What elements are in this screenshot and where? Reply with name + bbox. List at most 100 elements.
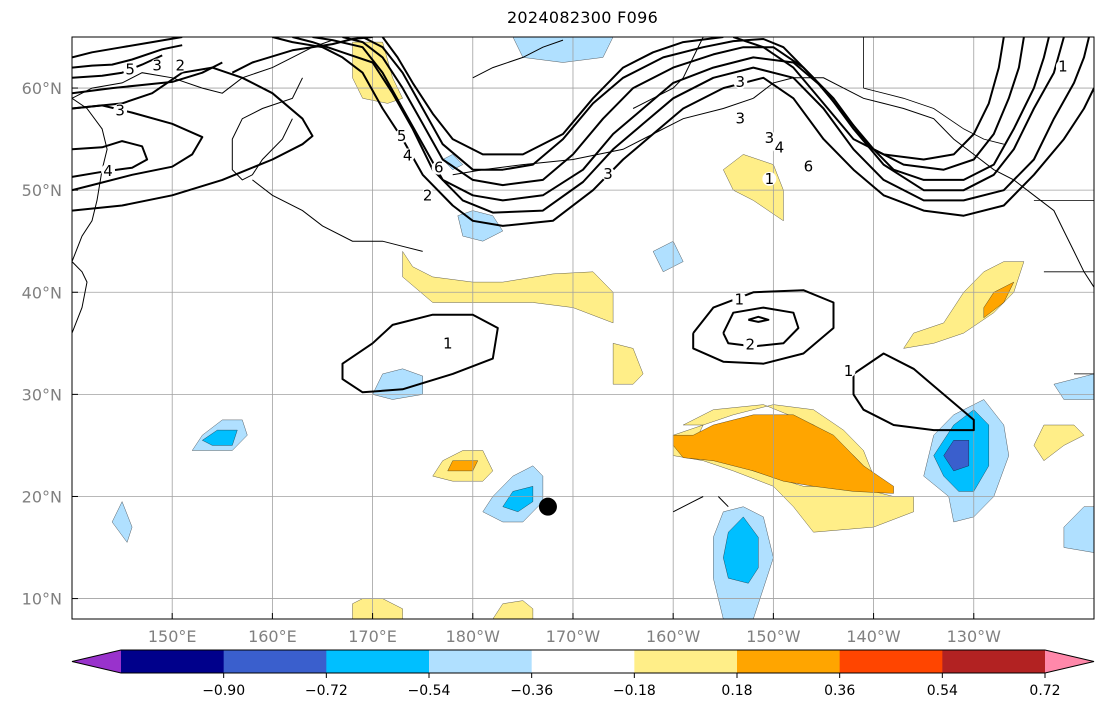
contour-line: [72, 54, 163, 79]
colorbar-level-label: 0.36: [824, 683, 855, 699]
colorbar-segment: [326, 650, 430, 673]
anomaly-region-4: [903, 261, 1025, 349]
contour-label: 3: [152, 57, 162, 75]
contour-label-bg: [1055, 59, 1070, 74]
contour-line: [272, 37, 1094, 227]
lat-tick-label: 30°N: [22, 385, 62, 404]
contour-label: 3: [765, 129, 775, 147]
colorbar-level-label: 0.18: [721, 683, 752, 699]
colorbar-level-label: −0.90: [202, 683, 245, 699]
colorbar-segment: [737, 650, 841, 673]
coastline: [632, 37, 704, 109]
colorbar-segment: [942, 650, 1046, 673]
contour-line: [381, 37, 724, 156]
anomaly-region-22: [1063, 506, 1094, 553]
lon-tick-label: 160°E: [248, 627, 297, 646]
contour-line: [72, 37, 183, 59]
contour-line: [852, 352, 975, 432]
colorbar-level-label: −0.18: [613, 683, 656, 699]
map-title: 2024082300 F096: [506, 8, 659, 27]
contour-line: [341, 313, 499, 394]
lon-tick-label: 150°E: [148, 627, 197, 646]
lon-tick-label: 130°W: [947, 627, 1002, 646]
contour-line: [72, 44, 183, 69]
contour-label-bg: [732, 292, 747, 307]
lon-tick-label: 150°W: [746, 627, 801, 646]
contour-line: [72, 61, 223, 95]
coastline: [452, 97, 754, 176]
lon-tick-label: 180°W: [446, 627, 501, 646]
anomaly-region-9: [492, 600, 534, 619]
coastline: [72, 39, 333, 99]
lon-tick-label: 160°W: [646, 627, 701, 646]
anomaly-region-5: [612, 342, 644, 385]
contour-label: 3: [736, 73, 746, 91]
anomaly-region-23: [111, 500, 133, 543]
anomaly-region-24: [442, 154, 464, 171]
colorbar: −0.90 −0.72 −0.54 −0.36 −0.18 0.18 0.36 0.54 0.7…: [71, 649, 1095, 699]
contour-label-bg: [123, 62, 138, 77]
border-line: [863, 87, 1004, 145]
contour-label-bg: [762, 171, 777, 186]
contour-label: 4: [403, 146, 413, 164]
anomaly-region-29: [943, 440, 970, 472]
contour-line: [312, 37, 1065, 202]
contour-label: 2: [423, 186, 433, 204]
contour-label-bg: [601, 166, 616, 181]
contour-label-bg: [440, 336, 455, 351]
contour-label-bg: [431, 160, 446, 175]
colorbar-level-label: −0.72: [305, 683, 348, 699]
contour-line: [722, 306, 800, 348]
contour-label-bg: [733, 74, 748, 89]
contour-label: 1: [765, 170, 775, 188]
map-frame: [71, 36, 1095, 620]
contour-line: [748, 315, 770, 323]
contour-label-bg: [841, 363, 856, 378]
colorbar-segment: [634, 650, 738, 673]
contour-line: [342, 37, 1050, 187]
colorbar-segment: [839, 650, 943, 673]
contour-label-bg: [101, 163, 116, 178]
lat-tick-label: 10°N: [22, 590, 62, 609]
coastline: [231, 77, 303, 181]
contour-label-bg: [400, 148, 415, 163]
lat-tick-label: 50°N: [22, 181, 62, 200]
lat-tick-label: 60°N: [22, 79, 62, 98]
contour-label: 6: [804, 158, 814, 176]
anomaly-region-2: [722, 154, 784, 222]
contour-lines: [72, 37, 1094, 432]
anomaly-region-12: [447, 460, 479, 472]
map-background: [72, 37, 1094, 619]
colorbar-extend-low: [72, 650, 121, 673]
coastline: [717, 496, 729, 508]
contour-label: 4: [775, 138, 785, 156]
contour-label-bg: [394, 129, 409, 144]
colorbar-segment: [223, 650, 327, 673]
contour-label: 1: [735, 290, 745, 308]
coastline: [752, 77, 1094, 288]
lon-tick-label: 140°W: [846, 627, 901, 646]
colorbar-extend-high: [1045, 650, 1094, 673]
contour-label-bg: [762, 131, 777, 146]
anomaly-region-10: [672, 414, 894, 494]
lon-tick-label: 170°W: [546, 627, 601, 646]
colorbar-level-label: 0.72: [1029, 683, 1060, 699]
contour-line: [231, 37, 373, 74]
contour-label-bg: [150, 58, 165, 73]
contour-label-bg: [733, 111, 748, 126]
contour-line: [362, 37, 1025, 171]
contour-line: [72, 66, 314, 212]
longitude-axis: 150°E 160°E 170°E 180°W 170°W 160°W 150°W 140°W…: [148, 613, 1001, 646]
contour-label-bg: [772, 140, 787, 155]
contour-label: 3: [736, 110, 746, 128]
colorbar-level-label: −0.54: [408, 683, 451, 699]
contour-label: 5: [397, 127, 407, 145]
contour-line: [292, 37, 1090, 214]
anomaly-region-20: [652, 240, 684, 273]
anomaly-region-11: [983, 281, 1015, 319]
contour-label: 6: [434, 159, 444, 177]
coastline: [672, 496, 704, 513]
colorbar-segment: [429, 650, 533, 673]
